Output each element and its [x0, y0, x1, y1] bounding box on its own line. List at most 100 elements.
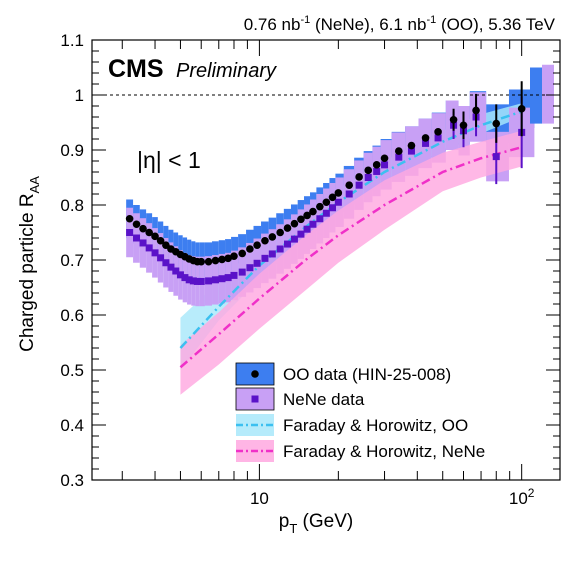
data-point: [472, 106, 480, 115]
x-axis-title: pT (GeV): [279, 511, 353, 536]
data-point: [261, 236, 269, 245]
model-line: [179, 146, 523, 369]
data-point: [372, 161, 381, 169]
legend-marker: [251, 370, 259, 378]
data-point: [283, 224, 292, 232]
data-point: [322, 209, 330, 217]
data-point: [253, 241, 261, 249]
data-point: [218, 275, 226, 283]
data-point: [268, 250, 276, 258]
legend: OO data (HIN-25-008) NeNe data Faraday & H…: [235, 362, 485, 462]
data-point: [309, 207, 317, 216]
data-series: [125, 81, 526, 369]
data-point: [253, 259, 261, 267]
data-point: [364, 166, 373, 175]
data-point: [224, 254, 232, 263]
x-tick-label: 10: [250, 489, 269, 508]
data-point: [421, 134, 430, 142]
data-point: [422, 139, 430, 147]
data-point: [297, 215, 305, 224]
data-point: [381, 161, 389, 169]
data-point: [334, 198, 342, 206]
data-point: [246, 264, 254, 272]
data-point: [364, 174, 372, 181]
data-point: [133, 234, 141, 242]
axis-ticks: 0.3 0.4 0.5 0.6 0.7 0.8 0.9 1 1.1 10 102: [60, 31, 560, 508]
lumi-label: 0.76 nb-1 (NeNe), 6.1 nb-1 (OO), 5.36 Te…: [244, 14, 556, 34]
data-point: [126, 229, 134, 236]
y-tick-label: 0.3: [60, 471, 84, 490]
data-point: [211, 276, 219, 284]
data-point: [492, 119, 501, 128]
data-point: [276, 228, 284, 237]
data-point: [139, 224, 147, 233]
data-point: [345, 190, 353, 198]
y-tick-label: 0.7: [60, 251, 84, 270]
data-point: [276, 245, 284, 253]
norm-box-oo: [530, 67, 542, 124]
data-point: [204, 257, 213, 266]
data-point: [197, 257, 206, 266]
data-point: [355, 181, 363, 189]
data-point: [197, 277, 205, 285]
y-tick-label: 0.4: [60, 416, 84, 435]
data-point: [309, 220, 317, 228]
data-point: [434, 134, 442, 142]
data-point: [407, 147, 415, 155]
data-point: [395, 153, 403, 161]
data-point: [176, 271, 184, 279]
data-point: [238, 268, 246, 276]
data-point: [238, 249, 247, 258]
data-point: [303, 225, 311, 233]
data-point: [268, 233, 277, 241]
y-tick-label: 0.5: [60, 361, 84, 380]
data-point: [261, 254, 269, 262]
data-point: [290, 219, 299, 228]
data-point: [151, 232, 159, 241]
data-point: [297, 230, 305, 238]
y-tick-label: 1: [75, 86, 84, 105]
y-tick-label: 0.6: [60, 306, 84, 325]
data-point: [345, 181, 354, 189]
data-point: [492, 153, 500, 161]
y-tick-label: 0.8: [60, 196, 84, 215]
data-point: [132, 220, 141, 229]
data-point: [230, 252, 238, 260]
data-point: [189, 277, 197, 285]
data-point: [230, 271, 238, 279]
data-point: [218, 255, 226, 264]
data-point: [322, 198, 331, 207]
data-point: [224, 274, 232, 282]
data-point: [449, 115, 458, 124]
data-point: [205, 277, 213, 285]
norm-box-nene: [542, 64, 554, 124]
model-band: [180, 103, 522, 370]
legend-label: Faraday & Horowitz, NeNe: [283, 442, 485, 461]
data-point: [145, 228, 153, 237]
data-point: [407, 141, 416, 150]
data-point: [284, 240, 292, 248]
data-point: [246, 245, 254, 253]
data-point: [334, 189, 343, 197]
preliminary-label: Preliminary: [176, 60, 277, 82]
data-point: [181, 274, 189, 282]
eta-cut-label: |η| < 1: [137, 147, 201, 173]
data-point: [139, 239, 147, 247]
data-point: [316, 215, 324, 223]
data-point: [290, 235, 298, 243]
data-point: [145, 244, 153, 252]
data-point: [211, 256, 220, 265]
legend-marker: [251, 395, 259, 403]
data-point: [316, 202, 324, 211]
legend-label: OO data (HIN-25-008): [283, 365, 451, 384]
data-point: [157, 254, 165, 262]
data-point: [517, 104, 526, 113]
y-axis-title: Charged particle RAA: [17, 176, 42, 352]
cms-label: CMS: [108, 55, 164, 83]
y-tick-label: 1.1: [60, 31, 84, 50]
data-point: [185, 276, 193, 284]
data-point: [373, 167, 381, 175]
y-tick-label: 0.9: [60, 141, 84, 160]
legend-label: NeNe data: [283, 390, 365, 409]
